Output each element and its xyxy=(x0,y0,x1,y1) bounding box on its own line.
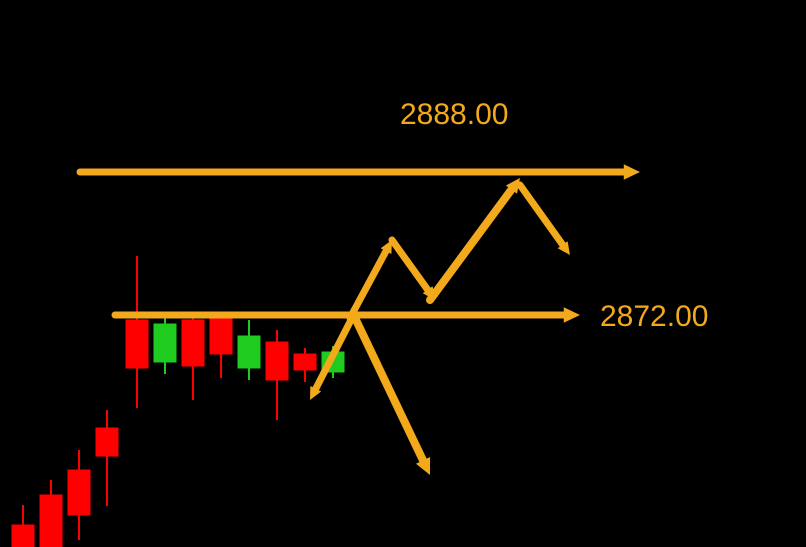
upper-level-label: 2888.00 xyxy=(400,98,508,132)
price-chart xyxy=(0,0,806,547)
lower-level-label: 2872.00 xyxy=(600,300,708,334)
